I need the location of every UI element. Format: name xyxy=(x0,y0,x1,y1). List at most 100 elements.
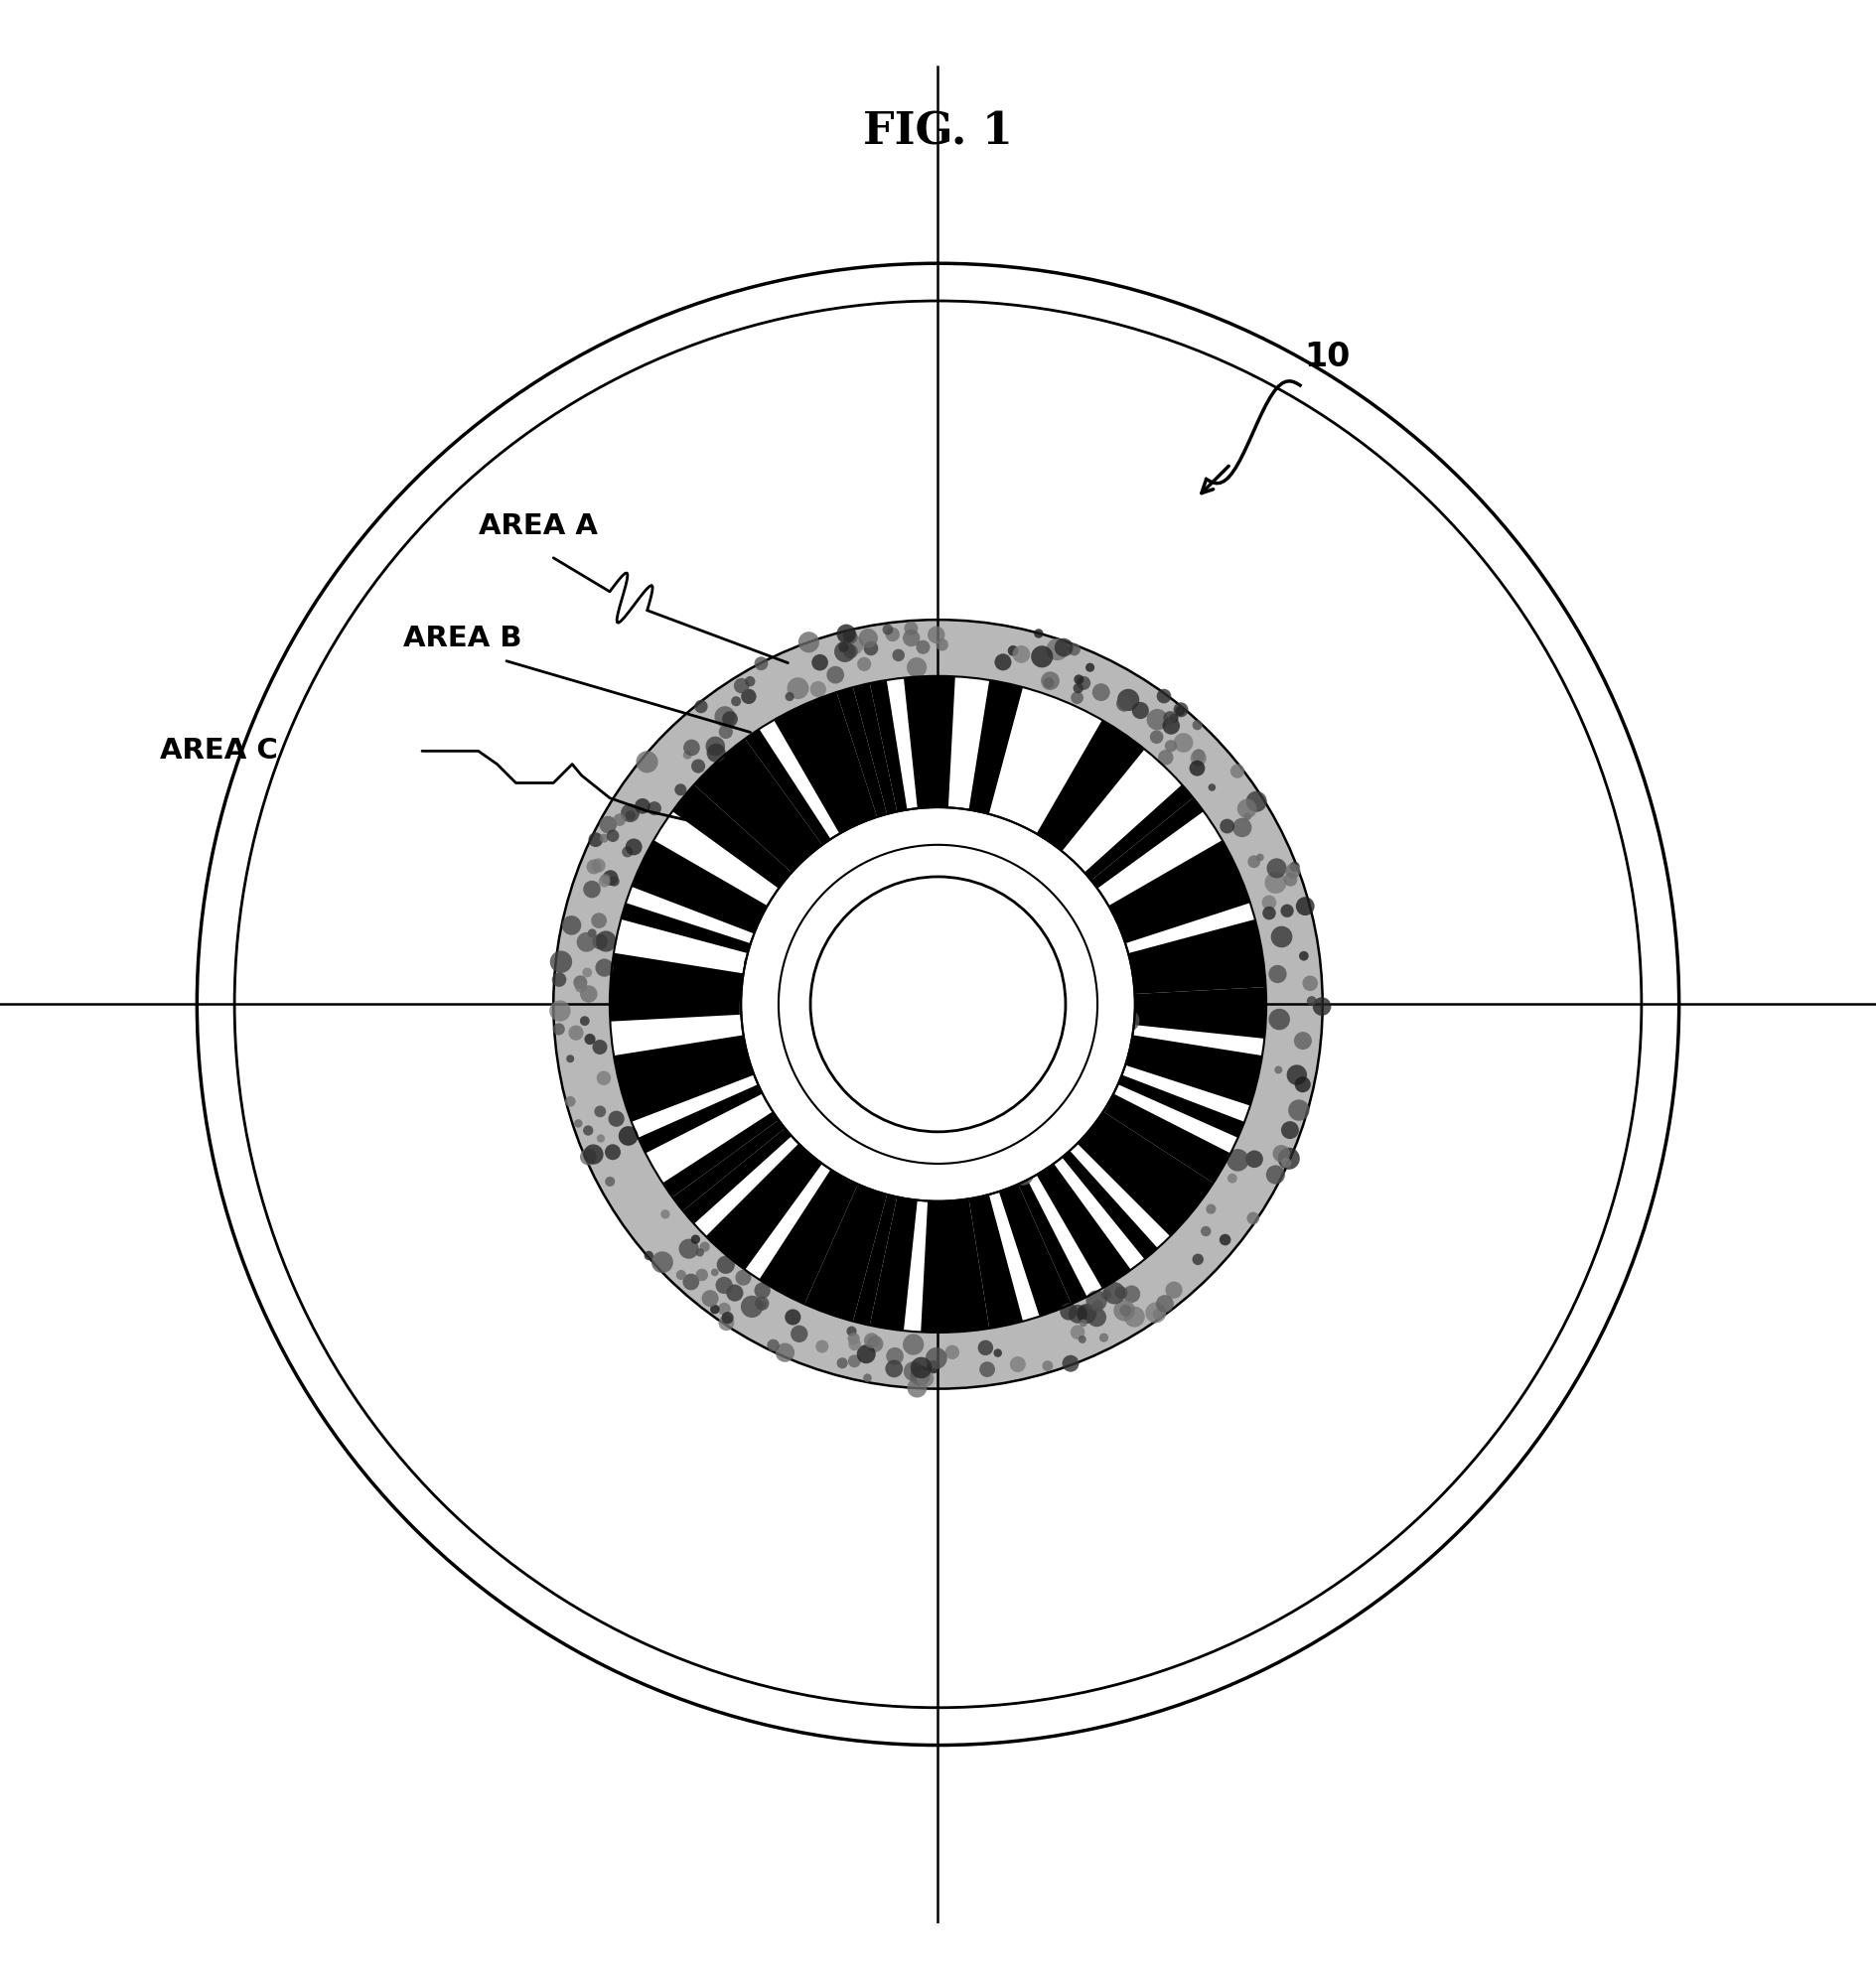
Circle shape xyxy=(816,1340,829,1352)
Circle shape xyxy=(854,1151,861,1159)
Circle shape xyxy=(792,1104,799,1112)
Circle shape xyxy=(1043,678,1054,688)
Circle shape xyxy=(799,631,820,652)
Circle shape xyxy=(711,1305,720,1315)
Circle shape xyxy=(782,1070,790,1078)
Wedge shape xyxy=(805,1185,887,1321)
Circle shape xyxy=(915,1173,932,1189)
Circle shape xyxy=(932,816,949,834)
Circle shape xyxy=(587,928,597,938)
Circle shape xyxy=(795,1121,807,1131)
Circle shape xyxy=(747,995,758,1005)
Circle shape xyxy=(979,1362,994,1378)
Circle shape xyxy=(1015,848,1022,855)
Circle shape xyxy=(908,1378,927,1397)
Circle shape xyxy=(1266,1165,1285,1185)
Circle shape xyxy=(885,1348,904,1364)
Circle shape xyxy=(1278,1147,1300,1169)
Circle shape xyxy=(606,830,619,842)
Circle shape xyxy=(576,932,597,952)
Circle shape xyxy=(593,934,608,950)
Circle shape xyxy=(964,820,981,836)
Circle shape xyxy=(696,1269,707,1281)
Circle shape xyxy=(608,1112,625,1127)
Circle shape xyxy=(1086,1291,1107,1311)
Circle shape xyxy=(972,1163,981,1173)
Circle shape xyxy=(750,989,771,1011)
Text: 10: 10 xyxy=(1304,341,1351,374)
Circle shape xyxy=(1090,972,1111,991)
Wedge shape xyxy=(613,1035,754,1121)
Circle shape xyxy=(1099,976,1109,984)
Circle shape xyxy=(1233,818,1251,838)
Circle shape xyxy=(844,1161,865,1183)
Circle shape xyxy=(1146,710,1169,729)
Circle shape xyxy=(780,932,792,942)
Circle shape xyxy=(902,1157,919,1175)
Circle shape xyxy=(1090,1098,1109,1116)
Wedge shape xyxy=(904,676,955,808)
Wedge shape xyxy=(1103,1094,1231,1183)
Circle shape xyxy=(1193,719,1203,729)
Circle shape xyxy=(574,976,587,989)
Circle shape xyxy=(771,982,782,993)
Circle shape xyxy=(715,706,735,727)
Circle shape xyxy=(1067,643,1081,656)
Circle shape xyxy=(758,1301,767,1309)
Circle shape xyxy=(1227,1173,1236,1183)
Circle shape xyxy=(1264,871,1287,893)
Circle shape xyxy=(844,635,863,654)
Circle shape xyxy=(1105,1009,1118,1021)
Circle shape xyxy=(1263,907,1276,920)
Circle shape xyxy=(561,917,582,934)
Wedge shape xyxy=(968,1194,1022,1328)
Wedge shape xyxy=(1036,719,1144,851)
Circle shape xyxy=(621,804,640,822)
Circle shape xyxy=(553,619,1323,1390)
Circle shape xyxy=(675,784,687,796)
Circle shape xyxy=(1120,974,1135,989)
Circle shape xyxy=(1060,1106,1071,1116)
Circle shape xyxy=(1030,1143,1037,1151)
Circle shape xyxy=(1191,751,1206,767)
Circle shape xyxy=(1086,928,1105,946)
Circle shape xyxy=(889,826,908,844)
Circle shape xyxy=(968,1165,991,1187)
Circle shape xyxy=(600,834,608,844)
Circle shape xyxy=(754,1297,769,1311)
Circle shape xyxy=(1131,702,1148,719)
Circle shape xyxy=(705,737,724,757)
Circle shape xyxy=(1174,706,1186,715)
Circle shape xyxy=(1257,853,1264,861)
Circle shape xyxy=(1287,1064,1308,1086)
Circle shape xyxy=(756,972,765,982)
Circle shape xyxy=(794,1104,816,1125)
Circle shape xyxy=(872,838,887,853)
Circle shape xyxy=(1092,1106,1099,1114)
Circle shape xyxy=(1090,1084,1099,1094)
Circle shape xyxy=(784,692,794,702)
Circle shape xyxy=(582,968,593,978)
Circle shape xyxy=(795,1121,807,1133)
Circle shape xyxy=(899,1155,917,1173)
Circle shape xyxy=(837,1358,848,1368)
Circle shape xyxy=(837,625,855,643)
Circle shape xyxy=(719,725,734,739)
Circle shape xyxy=(675,1269,687,1279)
Wedge shape xyxy=(672,784,792,889)
Circle shape xyxy=(593,1039,608,1054)
Circle shape xyxy=(767,1064,788,1086)
Circle shape xyxy=(780,926,790,936)
Circle shape xyxy=(1298,952,1309,960)
Wedge shape xyxy=(1127,918,1266,993)
Circle shape xyxy=(1079,887,1096,905)
Circle shape xyxy=(722,712,737,727)
Circle shape xyxy=(777,1060,786,1068)
Circle shape xyxy=(923,1167,942,1185)
Circle shape xyxy=(1032,857,1045,871)
Circle shape xyxy=(621,846,632,857)
Circle shape xyxy=(550,950,572,974)
Circle shape xyxy=(927,627,946,643)
Circle shape xyxy=(775,1342,795,1362)
Circle shape xyxy=(1084,1015,1107,1037)
